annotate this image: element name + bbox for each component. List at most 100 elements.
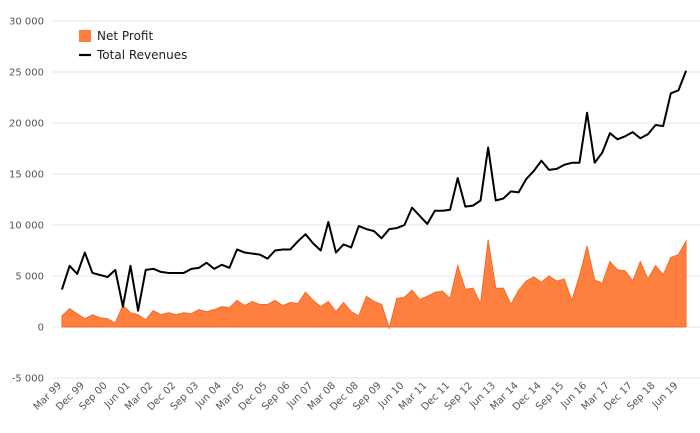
total-revenues-point [259, 254, 260, 255]
net-profit-area-layer [61, 240, 687, 329]
revenue-profit-chart: -5 00005 00010 00015 00020 00025 00030 0… [0, 0, 700, 433]
total-revenues-point [609, 133, 610, 134]
total-revenues-point [130, 265, 131, 266]
net-profit-point [107, 318, 109, 320]
total-revenues-point [625, 136, 626, 137]
total-revenues-point [282, 249, 283, 250]
net-profit-point [449, 298, 451, 300]
net-profit-point [396, 298, 398, 300]
net-profit-point [426, 296, 428, 298]
net-profit-point [442, 291, 444, 293]
total-revenues-point [191, 268, 192, 269]
net-profit-point [594, 279, 596, 281]
total-revenues-point [115, 269, 116, 270]
total-revenues-point [138, 310, 139, 311]
total-revenues-point [548, 169, 549, 170]
total-revenues-point [602, 152, 603, 153]
net-profit-point [495, 287, 497, 289]
total-revenues-point [61, 289, 62, 290]
total-revenues-point [214, 268, 215, 269]
legend-swatch-net-profit [79, 30, 91, 42]
net-profit-point [289, 302, 291, 304]
legend-label-total-revenues: Total Revenues [96, 48, 187, 62]
total-revenues-point [450, 209, 451, 210]
net-profit-point [632, 280, 634, 282]
net-profit-area [62, 240, 686, 328]
net-profit-point [381, 304, 383, 306]
total-revenues-point [419, 215, 420, 216]
total-revenues-point [571, 162, 572, 163]
net-profit-point [92, 314, 94, 316]
net-profit-point [244, 305, 246, 307]
y-tick-label: 15 000 [9, 170, 44, 181]
total-revenues-point [495, 200, 496, 201]
total-revenues-point [84, 252, 85, 253]
net-profit-point [503, 287, 505, 289]
total-revenues-point [290, 249, 291, 250]
net-profit-point [563, 278, 565, 280]
total-revenues-point [518, 192, 519, 193]
total-revenues-point [297, 241, 298, 242]
total-revenues-point [198, 267, 199, 268]
net-profit-point [145, 319, 147, 321]
total-revenues-point [274, 250, 275, 251]
net-profit-point [175, 314, 177, 316]
net-profit-point [69, 308, 71, 310]
total-revenues-point [632, 132, 633, 133]
net-profit-point [571, 300, 573, 302]
net-profit-point [221, 306, 223, 308]
net-profit-point [480, 303, 482, 305]
total-revenues-point [92, 272, 93, 273]
net-profit-point [191, 313, 193, 315]
net-profit-point [130, 312, 132, 314]
net-profit-point [76, 313, 78, 315]
legend-label-net-profit: Net Profit [97, 29, 153, 43]
total-revenues-point [586, 112, 587, 113]
net-profit-point [586, 246, 588, 248]
net-profit-point [670, 257, 672, 259]
net-profit-point [510, 304, 512, 306]
net-profit-point [655, 265, 657, 267]
total-revenues-point [480, 200, 481, 201]
net-profit-point [541, 281, 543, 283]
net-profit-point [487, 240, 489, 242]
net-profit-point [168, 312, 170, 314]
total-revenues-point [556, 168, 557, 169]
net-profit-point [282, 305, 284, 307]
legend: Net Profit Total Revenues [79, 29, 187, 62]
total-revenues-point [678, 90, 679, 91]
net-profit-point [366, 296, 368, 298]
total-revenues-point [685, 70, 686, 71]
y-tick-label: 30 000 [9, 17, 44, 28]
total-revenues-point [168, 272, 169, 273]
total-revenues-point [434, 210, 435, 211]
total-revenues-point [503, 198, 504, 199]
net-profit-point [84, 318, 86, 320]
total-revenues-point [305, 234, 306, 235]
net-profit-point [114, 322, 116, 324]
net-profit-point [251, 301, 253, 303]
net-profit-point [457, 265, 459, 267]
net-profit-point [343, 302, 345, 304]
net-profit-point [525, 280, 527, 282]
net-profit-point [434, 292, 436, 294]
net-profit-point [206, 311, 208, 313]
total-revenues-point [351, 247, 352, 248]
total-revenues-point [373, 231, 374, 232]
net-profit-point [548, 275, 550, 277]
total-revenues-point [328, 221, 329, 222]
net-profit-point [335, 311, 337, 313]
total-revenues-point [206, 262, 207, 263]
net-profit-point [312, 300, 314, 302]
total-revenues-point [579, 162, 580, 163]
total-revenues-point [107, 276, 108, 277]
total-revenues-point [366, 228, 367, 229]
total-revenues-point [252, 253, 253, 254]
total-revenues-point [564, 164, 565, 165]
y-tick-label: 25 000 [9, 68, 44, 79]
net-profit-point [647, 278, 649, 280]
net-profit-point [609, 261, 611, 263]
net-profit-point [350, 311, 352, 313]
net-profit-point [267, 304, 269, 306]
